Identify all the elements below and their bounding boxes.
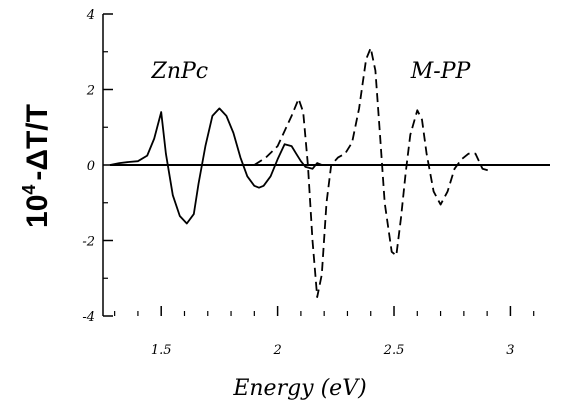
y-tick-label: 4: [86, 8, 95, 23]
y-tick-label: 2: [86, 84, 95, 99]
y-tick-label: 0: [87, 159, 95, 174]
annotation-m-pp: M-PP: [410, 59, 472, 84]
annotation-znpc: ZnPc: [151, 59, 209, 84]
x-tick-label: 2.5: [383, 343, 405, 358]
y-tick-label: -2: [82, 235, 95, 250]
axis-ticks: [103, 13, 535, 317]
x-tick-label: 2: [272, 343, 281, 358]
x-tick-label: 3: [506, 343, 514, 358]
series-line-dashed: [253, 47, 490, 299]
x-axis-title: Energy (eV): [232, 376, 366, 401]
y-axis-title-exponent: 4: [19, 185, 39, 195]
y-axis-title-base: 10: [21, 195, 54, 228]
y-axis-title: 104 -ΔT/T: [19, 104, 54, 228]
y-axis-title-rest: -ΔT/T: [21, 104, 54, 181]
series-line-solid: [109, 107, 323, 225]
tick-labels: -4 -2 0 2 4 1.5 2 2.5 3: [82, 8, 514, 358]
x-tick-label: 1.5: [151, 343, 172, 358]
y-tick-label: -4: [82, 310, 95, 325]
